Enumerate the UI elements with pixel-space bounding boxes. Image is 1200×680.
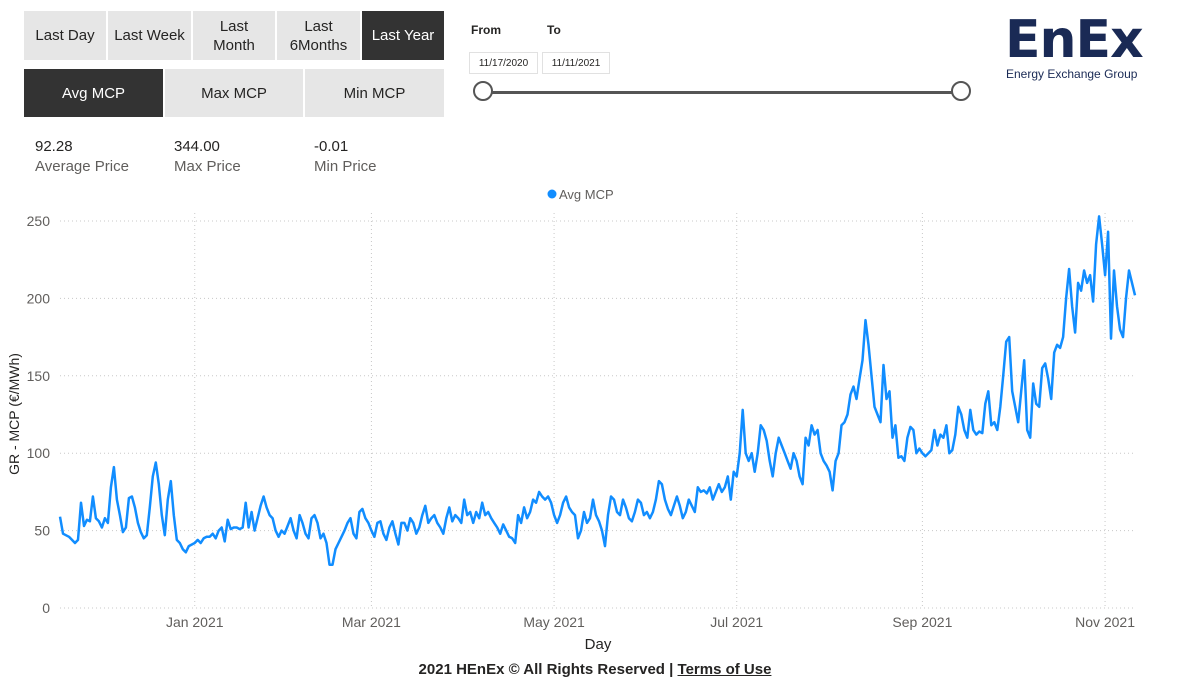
from-label: From: [471, 23, 501, 37]
legend-label: Avg MCP: [559, 187, 614, 202]
footer: 2021 HEnEx © All Rights Reserved | Terms…: [0, 661, 1190, 678]
y-axis-title: GR - MCP (€/MWh): [6, 353, 22, 475]
last-6months-label: Last 6Months: [289, 17, 348, 54]
legend-marker: [547, 189, 557, 199]
y-tick-label: 100: [27, 445, 51, 461]
logo-wordmark: EnEx: [1005, 10, 1144, 70]
max-price-label: Max Price: [174, 158, 241, 175]
last-6months-button[interactable]: Last 6Months: [277, 11, 360, 60]
average-price-value: 92.28: [35, 138, 73, 155]
max-price-value: 344.00: [174, 138, 220, 155]
date-range-slider-track[interactable]: [484, 91, 962, 94]
min-price-label: Min Price: [314, 158, 377, 175]
min-price-value: -0.01: [314, 138, 349, 155]
x-tick-label: Mar 2021: [342, 614, 401, 630]
x-axis-title: Day: [585, 636, 612, 653]
x-tick-label: Jul 2021: [710, 614, 763, 630]
y-tick-label: 200: [27, 290, 51, 306]
x-tick-label: Jan 2021: [166, 614, 224, 630]
average-price-label: Average Price: [35, 158, 129, 175]
terms-of-use-link[interactable]: Terms of Use: [677, 661, 772, 678]
last-week-button[interactable]: Last Week: [108, 11, 191, 60]
last-month-label: Last Month: [213, 17, 255, 54]
logo-subtitle: Energy Exchange Group: [1006, 67, 1138, 81]
to-label: To: [547, 23, 561, 37]
y-tick-label: 0: [42, 600, 50, 616]
date-range-start-handle[interactable]: [473, 81, 493, 101]
y-tick-label: 150: [27, 368, 51, 384]
from-date-input[interactable]: 11/17/2020: [469, 52, 538, 74]
avg-mcp-button[interactable]: Avg MCP: [24, 69, 163, 117]
series-line-avg-mcp: [58, 215, 1137, 566]
footer-copyright: 2021 HEnEx © All Rights Reserved |: [418, 661, 674, 678]
mcp-line-chart: 0 50 100 150 200 250 Jan 2021 Mar 2021 May 2021 J…: [6, 187, 1137, 653]
x-tick-label: Sep 2021: [892, 614, 952, 630]
x-tick-label: Nov 2021: [1075, 614, 1135, 630]
x-tick-label: May 2021: [523, 614, 585, 630]
to-date-input[interactable]: 11/11/2021: [542, 52, 610, 74]
y-tick-label: 250: [27, 213, 51, 229]
last-day-button[interactable]: Last Day: [24, 11, 106, 60]
last-year-button[interactable]: Last Year: [362, 11, 444, 60]
min-mcp-button[interactable]: Min MCP: [305, 69, 444, 117]
max-mcp-button[interactable]: Max MCP: [165, 69, 303, 117]
enex-logo: EnEx Energy Exchange Group: [1005, 8, 1145, 88]
last-month-button[interactable]: Last Month: [193, 11, 275, 60]
date-range-end-handle[interactable]: [951, 81, 971, 101]
y-tick-label: 50: [34, 523, 50, 539]
